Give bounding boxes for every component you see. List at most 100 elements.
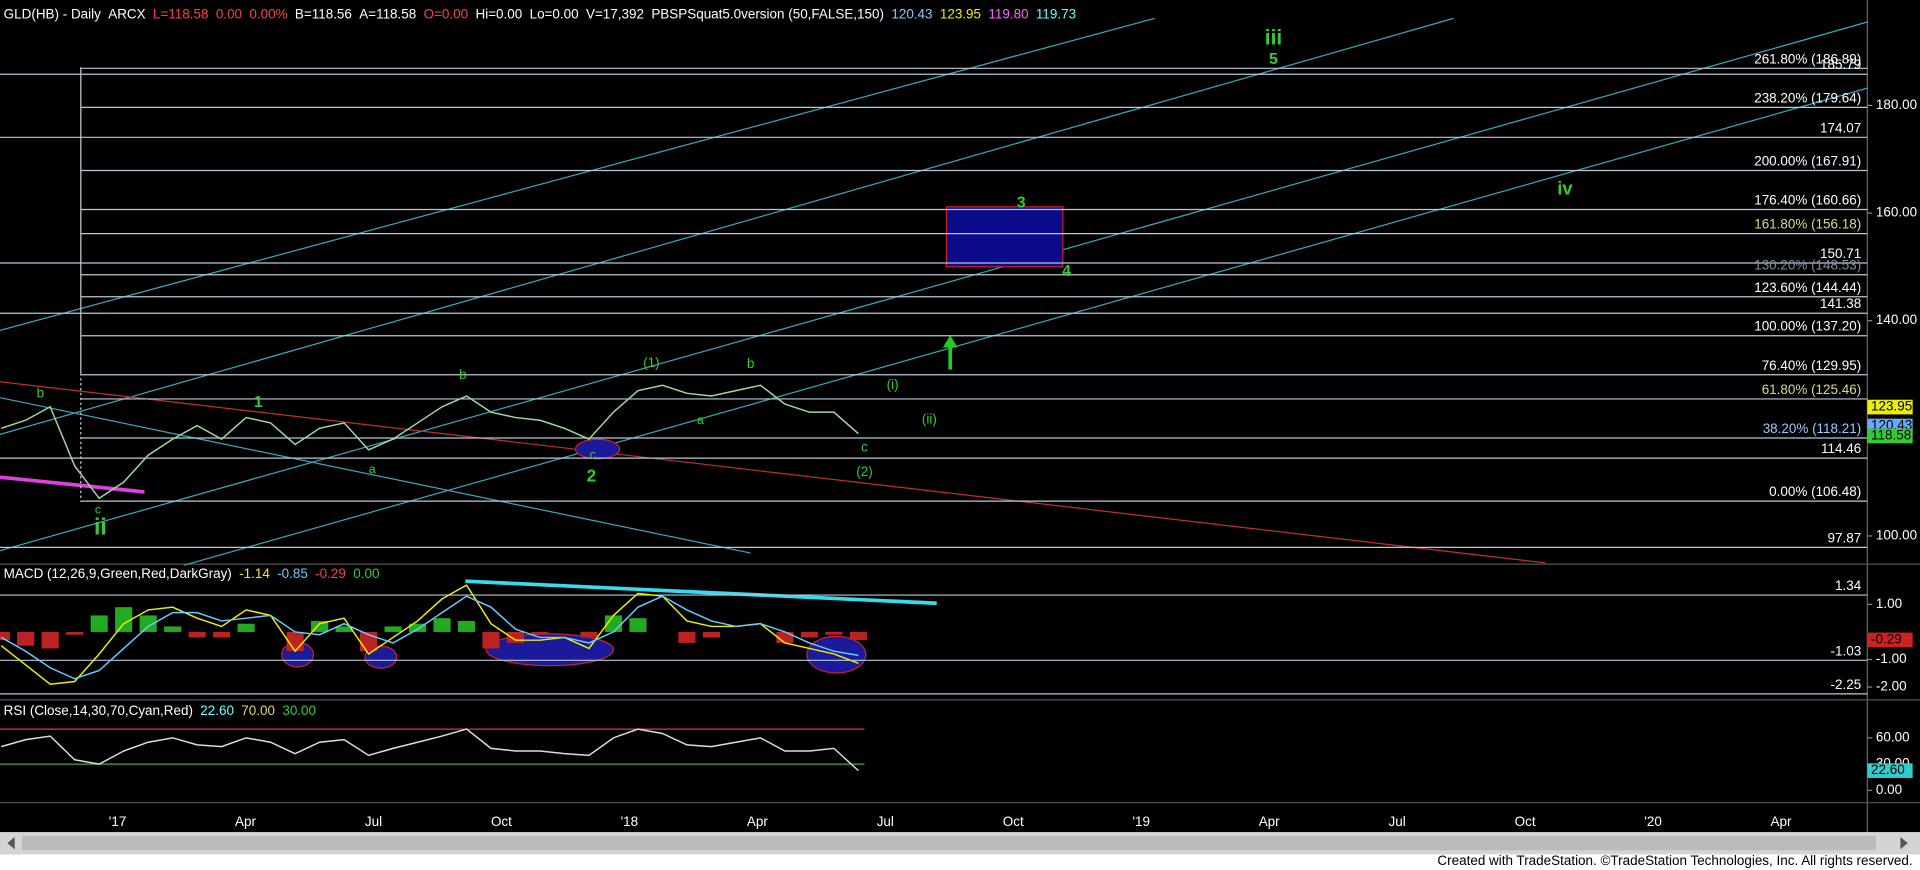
histogram-bar (506, 631, 525, 643)
histogram-bar (776, 631, 794, 643)
header-item: V=17,392 (586, 6, 644, 21)
x-tick-label: Oct (1515, 814, 1536, 829)
level-label: 174.07 (1820, 120, 1861, 135)
x-tick-label: '19 (1132, 814, 1150, 829)
histogram-bar (0, 631, 10, 641)
channel-line (0, 17, 1454, 435)
header-item: 0.00% (249, 6, 287, 21)
trend-line (0, 397, 751, 554)
histogram-bar (90, 615, 108, 632)
histogram-bar (188, 631, 206, 638)
header-item: -0.29 (315, 565, 346, 580)
wave-label: iii (1265, 27, 1282, 50)
scroll-left[interactable] (7, 836, 15, 850)
wave-label: 3 (1017, 194, 1026, 211)
scrollbar-thumb[interactable] (22, 835, 1876, 851)
level-label: 150.71 (1820, 246, 1861, 261)
header-item: 70.00 (241, 702, 275, 717)
x-tick-label: Jul (1389, 814, 1406, 829)
wave-label: 2 (587, 466, 597, 486)
x-tick-label: Apr (235, 814, 256, 829)
level-label: 141.38 (1820, 296, 1861, 311)
histogram-bar (237, 623, 255, 632)
level-label: 130.20% (148.53) (1754, 258, 1861, 273)
header-item: -0.85 (277, 565, 308, 580)
header-item: L=118.58 (153, 6, 209, 21)
histogram-bar (678, 631, 696, 643)
header-item: 123.95 (940, 6, 981, 21)
rsi-line (1, 728, 859, 772)
price-badge (1867, 399, 1913, 415)
level-label: 176.40% (160.66) (1754, 192, 1861, 207)
header-item: ARCX (108, 6, 145, 21)
x-tick-label: '17 (109, 814, 127, 829)
y-tick-label: 0.00 (1876, 782, 1902, 797)
price-badge-label: 123.95 (1871, 399, 1912, 414)
wave-label: (ii) (922, 411, 937, 426)
header-item: 119.80 (988, 6, 1028, 21)
wave-label: a (369, 462, 376, 476)
scroll-right[interactable] (1900, 836, 1908, 850)
level-label: 38.20% (118.21) (1763, 421, 1862, 436)
wave-label: c (861, 439, 868, 454)
level-label: 261.80% (186.89) (1754, 51, 1861, 66)
channel-line (0, 17, 1155, 331)
x-tick-label: Apr (1259, 814, 1280, 829)
histogram-bar (139, 615, 157, 632)
price-badge (1867, 428, 1913, 444)
histogram-bar (580, 631, 598, 638)
histogram-bar (849, 631, 867, 640)
histogram-bar (384, 626, 402, 632)
macd-line (0, 595, 859, 680)
header-item: B=118.56 (295, 6, 352, 21)
histogram-bar (213, 631, 231, 638)
trend-line (0, 475, 145, 494)
wave-label: (i) (887, 377, 899, 392)
level-label: 114.46 (1821, 441, 1861, 456)
panel-header: RSI (Close,14,30,70,Cyan,Red) 22.60 70.00 3… (4, 702, 316, 717)
level-label: 61.80% (125.46) (1762, 382, 1862, 397)
panel-header: MACD (12,26,9,Green,Red,DarkGray) -1.14 -0… (4, 565, 380, 580)
header-item: 0.00 (353, 565, 379, 580)
level-label: 161.80% (156.18) (1754, 217, 1861, 232)
y-tick-label: 60.00 (1876, 729, 1910, 744)
wave-label: (1) (643, 355, 659, 370)
header-item: Lo=0.00 (530, 6, 579, 21)
level-label: -1.03 (1831, 643, 1862, 658)
histogram-bar (41, 631, 59, 649)
header-item: 0.00 (216, 6, 242, 21)
wave-label: (2) (856, 464, 872, 479)
up-arrow (942, 335, 958, 370)
histogram-bar (408, 623, 427, 632)
level-label: 200.00% (167.91) (1754, 153, 1861, 168)
histogram-bar (825, 631, 843, 635)
wave-label: iv (1557, 178, 1573, 199)
histogram-bar (457, 620, 476, 632)
header-item: O=0.00 (424, 6, 469, 21)
wave-label: ii (94, 514, 107, 540)
histogram-bar (66, 631, 84, 635)
price-badge (1867, 632, 1913, 648)
price-badge-label: 22.60 (1871, 762, 1905, 777)
price-line (0, 384, 859, 500)
y-tick-label: -2.00 (1876, 679, 1907, 694)
x-tick-label: '20 (1644, 814, 1662, 829)
histogram-bar (702, 631, 720, 638)
x-tick-label: Jul (365, 814, 382, 829)
wave-label: c (590, 447, 596, 461)
histogram-bar (115, 607, 133, 632)
level-label: 123.60% (144.44) (1754, 280, 1861, 295)
wave-label: b (747, 356, 754, 371)
x-tick-label: Apr (1771, 814, 1792, 829)
x-tick-label: Oct (491, 814, 512, 829)
y-tick-label: 180.00 (1876, 97, 1917, 112)
wave-label: b (459, 367, 466, 382)
header-item: GLD(HB) - Daily (4, 6, 101, 21)
histogram-bar (482, 631, 500, 649)
x-tick-label: '18 (621, 814, 639, 829)
histogram-bar (433, 618, 451, 632)
plot-layer: GLD(HB) - Daily ARCX L=118.58 0.00 0.00% B=11… (0, 6, 1917, 829)
level-label: 0.00% (106.48) (1769, 484, 1861, 499)
header-item: PBSPSquat5.0version (50,FALSE,150) (651, 6, 884, 21)
level-label: -2.25 (1831, 677, 1862, 692)
